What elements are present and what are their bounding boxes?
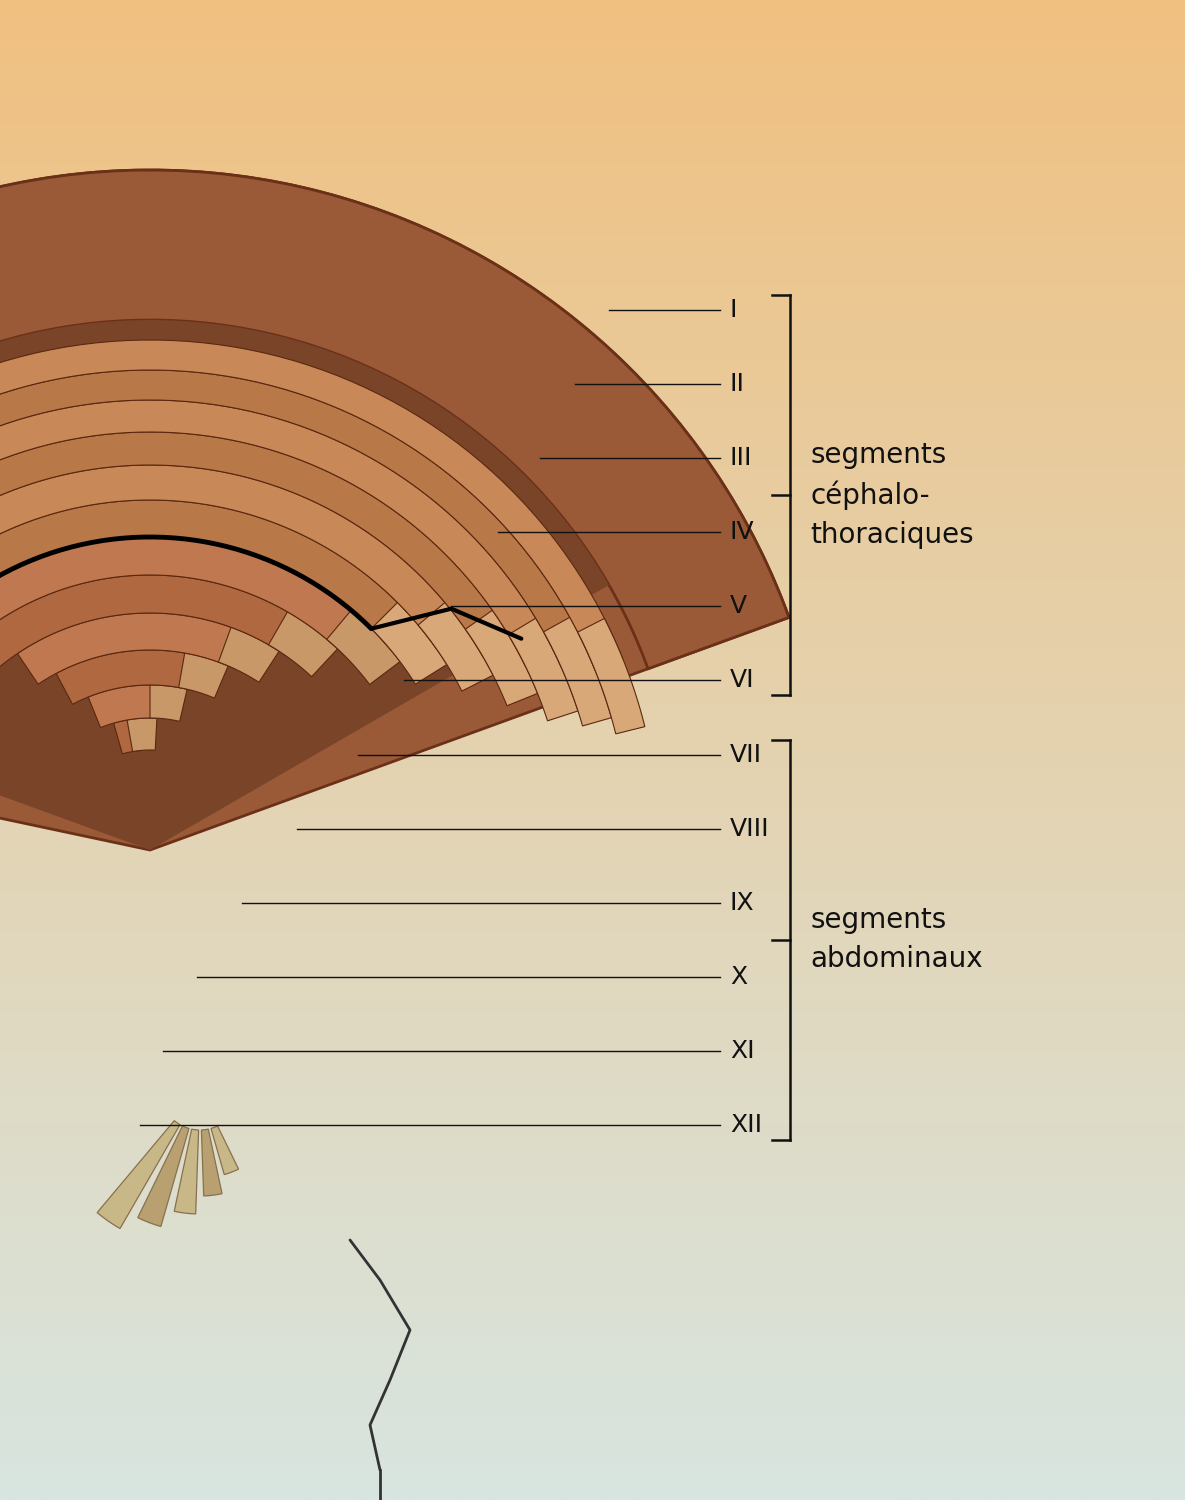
Polygon shape [218, 627, 280, 682]
Polygon shape [88, 686, 165, 728]
Polygon shape [371, 603, 447, 684]
Polygon shape [174, 1130, 199, 1214]
Polygon shape [418, 603, 493, 692]
Text: X: X [730, 964, 747, 988]
Polygon shape [466, 610, 538, 706]
Polygon shape [327, 610, 401, 684]
Text: II: II [730, 372, 745, 396]
Polygon shape [211, 1126, 238, 1174]
Polygon shape [0, 170, 789, 740]
Polygon shape [56, 650, 201, 705]
Polygon shape [269, 612, 338, 676]
Polygon shape [114, 718, 141, 754]
Polygon shape [0, 370, 589, 668]
Text: VI: VI [730, 669, 755, 693]
Text: I: I [730, 298, 737, 322]
Text: segments
abdominaux: segments abdominaux [811, 906, 982, 974]
Polygon shape [0, 574, 308, 669]
Polygon shape [18, 614, 250, 684]
Polygon shape [150, 686, 187, 722]
Polygon shape [0, 432, 512, 657]
Polygon shape [179, 652, 229, 698]
Polygon shape [97, 1120, 180, 1228]
Text: XI: XI [730, 1040, 755, 1064]
Polygon shape [0, 320, 609, 850]
Polygon shape [0, 320, 648, 850]
Polygon shape [508, 618, 578, 722]
Text: IV: IV [730, 520, 755, 544]
Polygon shape [0, 465, 466, 650]
Polygon shape [137, 1126, 188, 1227]
Text: XII: XII [730, 1113, 762, 1137]
Polygon shape [201, 1130, 222, 1196]
Polygon shape [127, 718, 156, 752]
Text: VII: VII [730, 742, 762, 766]
Polygon shape [0, 340, 623, 670]
Polygon shape [0, 500, 418, 650]
Text: III: III [730, 446, 752, 470]
Polygon shape [0, 400, 555, 668]
Polygon shape [577, 618, 645, 734]
Text: segments
céphalo-
thoraciques: segments céphalo- thoraciques [811, 441, 974, 549]
Text: VIII: VIII [730, 816, 769, 840]
Polygon shape [0, 170, 789, 850]
Text: IX: IX [730, 891, 755, 915]
Text: V: V [730, 594, 747, 618]
Polygon shape [544, 618, 611, 726]
Polygon shape [0, 537, 371, 658]
